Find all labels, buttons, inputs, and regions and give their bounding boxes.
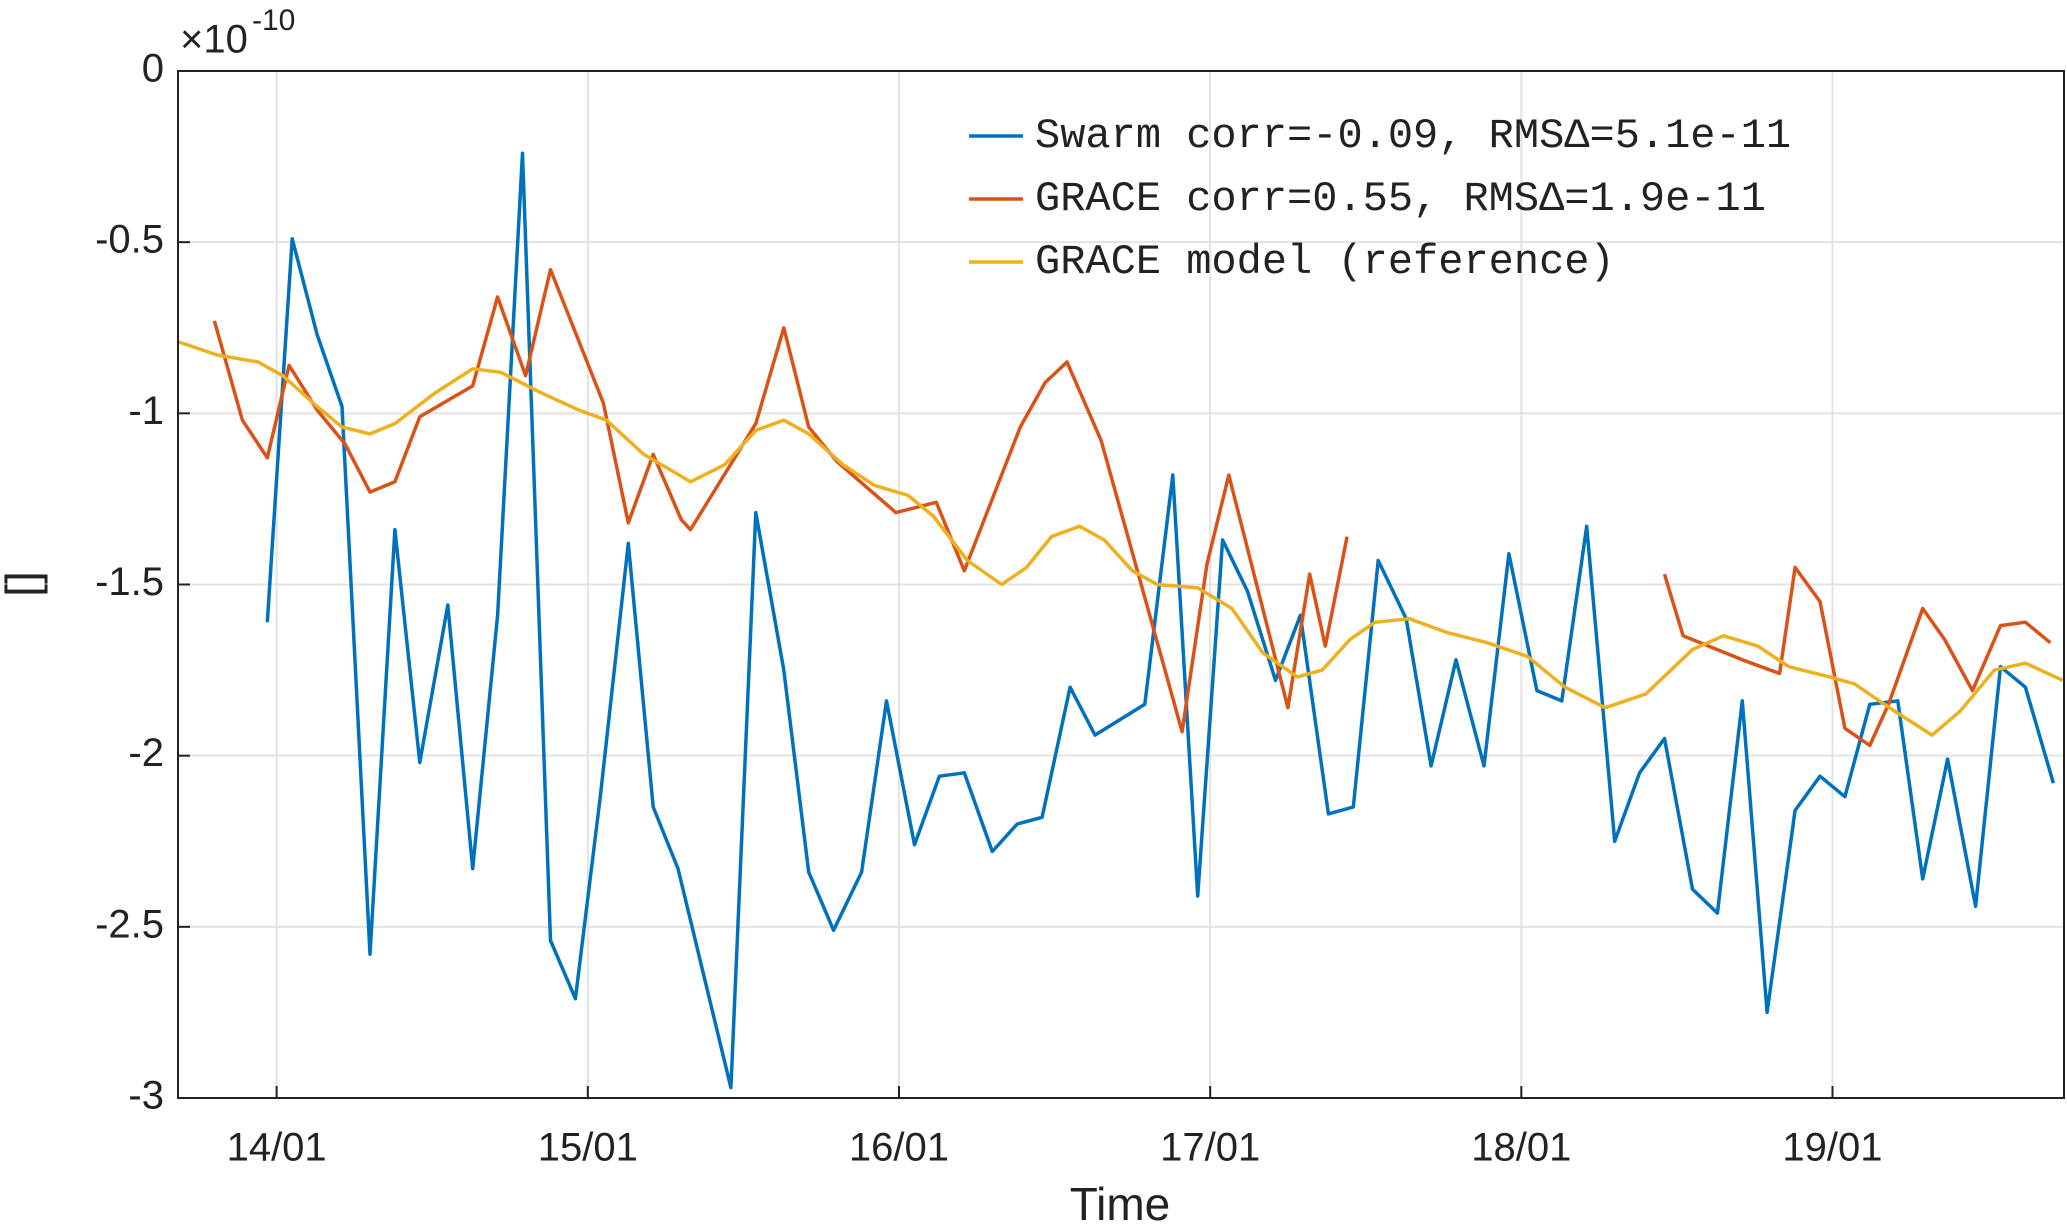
y-tick-label: -2.5: [95, 902, 164, 946]
x-tick-label: 19/01: [1782, 1126, 1882, 1170]
y-tick-label: -0.5: [95, 218, 164, 262]
plot-frame: [177, 70, 2065, 1099]
y-exponent-base: ×10: [180, 18, 248, 62]
y-axis-label: []: [0, 571, 48, 597]
y-tick-label: -3: [128, 1074, 164, 1118]
legend-label: GRACE corr=0.55, RMSΔ=1.9e-11: [1035, 175, 1766, 223]
y-exponent: -10: [252, 4, 295, 37]
x-tick-label: 15/01: [538, 1126, 638, 1170]
x-axis-label: Time: [1070, 1178, 1171, 1230]
y-tick-label: -1: [128, 389, 164, 433]
x-tick-label: 17/01: [1160, 1126, 1260, 1170]
y-tick-label: 0: [142, 47, 164, 91]
series-line: [212, 267, 2052, 748]
x-tick-label: 16/01: [849, 1126, 949, 1170]
series-line: [265, 151, 2056, 1090]
legend-label: GRACE model (reference): [1035, 238, 1615, 286]
x-tick-label: 18/01: [1471, 1126, 1571, 1170]
y-tick-label: -2: [128, 731, 164, 775]
series-line: [176, 339, 2064, 737]
legend-label: Swarm corr=-0.09, RMSΔ=5.1e-11: [1035, 112, 1791, 160]
y-tick-label: -1.5: [95, 560, 164, 604]
x-tick-label: 14/01: [227, 1126, 327, 1170]
